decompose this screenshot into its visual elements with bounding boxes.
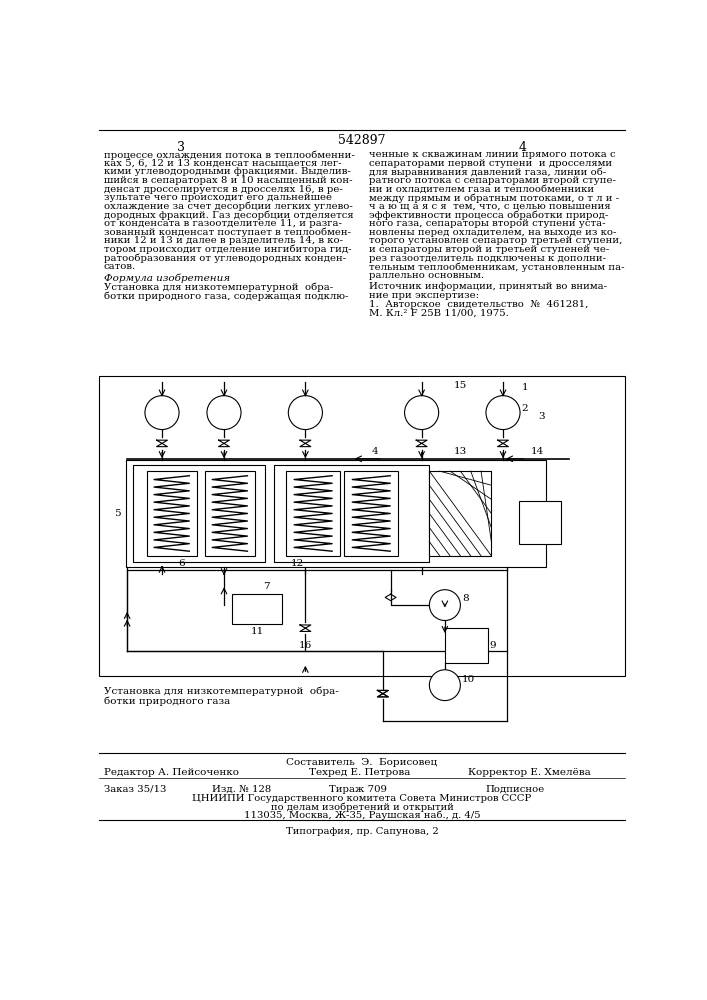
Text: процессе охлаждения потока в теплообменни-: процессе охлаждения потока в теплообменн…	[104, 150, 355, 160]
Text: охлаждение за счет десорбции легких углево-: охлаждение за счет десорбции легких угле…	[104, 202, 353, 211]
Text: ченные к скважинам линии прямого потока с: ченные к скважинам линии прямого потока …	[369, 150, 616, 159]
Text: Тираж 709: Тираж 709	[329, 785, 387, 794]
Text: Формула изобретения: Формула изобретения	[104, 274, 230, 283]
Bar	[445, 628, 488, 663]
Text: 113035, Москва, Ж-35, Раушская наб., д. 4/5: 113035, Москва, Ж-35, Раушская наб., д. …	[244, 811, 480, 820]
Text: 1.  Авторское  свидетельство  №  461281,: 1. Авторское свидетельство № 461281,	[369, 300, 588, 309]
Text: 16: 16	[299, 641, 312, 650]
Text: Составитель  Э.  Борисовец: Составитель Э. Борисовец	[286, 758, 438, 767]
Text: 11: 11	[250, 627, 264, 636]
Bar	[204, 471, 255, 556]
Text: по делам изобретений и открытий: по делам изобретений и открытий	[271, 802, 453, 812]
Text: ратообразования от углеводородных конден-: ратообразования от углеводородных конден…	[104, 254, 346, 263]
Text: ЦНИИПИ Государственного комитета Совета Министров СССР: ЦНИИПИ Государственного комитета Совета …	[192, 794, 532, 803]
Text: Установка для низкотемпературной  обра-: Установка для низкотемпературной обра-	[104, 282, 333, 292]
Text: Источник информации, принятый во внима-: Источник информации, принятый во внима-	[369, 282, 607, 291]
Text: 4: 4	[372, 447, 378, 456]
Text: М. Кл.² F 25B 11/00, 1975.: М. Кл.² F 25B 11/00, 1975.	[369, 308, 509, 317]
Circle shape	[429, 590, 460, 620]
Bar	[232, 594, 282, 624]
Text: Заказ 35/13: Заказ 35/13	[104, 785, 166, 794]
Text: 4: 4	[518, 141, 527, 154]
Text: 3: 3	[538, 412, 544, 421]
Text: раллельно основным.: раллельно основным.	[369, 271, 484, 280]
Text: Установка для низкотемпературной  обра-: Установка для низкотемпературной обра-	[104, 687, 339, 696]
Text: дородных фракций. Газ десорбции отделяется: дородных фракций. Газ десорбции отделяет…	[104, 210, 354, 220]
Text: 6: 6	[178, 559, 185, 568]
Circle shape	[404, 396, 438, 430]
Text: 9: 9	[489, 641, 496, 650]
Text: шийся в сепараторах 8 и 10 насыщенный кон-: шийся в сепараторах 8 и 10 насыщенный ко…	[104, 176, 352, 185]
Text: кими углеводородными фракциями. Выделив-: кими углеводородными фракциями. Выделив-	[104, 167, 351, 176]
Text: Типография, пр. Сапунова, 2: Типография, пр. Сапунова, 2	[286, 827, 438, 836]
Text: от конденсата в газоотделителе 11, и разга-: от конденсата в газоотделителе 11, и раз…	[104, 219, 341, 228]
Text: тором происходит отделение ингибитора гид-: тором происходит отделение ингибитора ги…	[104, 245, 351, 254]
Bar	[286, 471, 340, 556]
Text: для выравнивания давлений газа, линии об-: для выравнивания давлений газа, линии об…	[369, 167, 606, 177]
Text: 12: 12	[291, 559, 304, 568]
Text: Корректор Е. Хмелёва: Корректор Е. Хмелёва	[468, 768, 591, 777]
Circle shape	[429, 670, 460, 701]
Text: 8: 8	[462, 594, 469, 603]
Text: ках 5, 6, 12 и 13 конденсат насыщается лег-: ках 5, 6, 12 и 13 конденсат насыщается л…	[104, 159, 341, 168]
Bar	[134, 465, 265, 562]
Text: ного газа, сепараторы второй ступени уста-: ного газа, сепараторы второй ступени уст…	[369, 219, 605, 228]
Circle shape	[145, 396, 179, 430]
Bar	[99, 376, 626, 676]
Text: ч а ю щ а я с я  тем, что, с целью повышения: ч а ю щ а я с я тем, что, с целью повыше…	[369, 202, 611, 211]
Bar	[274, 465, 429, 562]
Text: Редактор А. Пейсоченко: Редактор А. Пейсоченко	[104, 768, 239, 777]
Text: 14: 14	[531, 447, 544, 456]
Bar	[518, 501, 561, 544]
Text: сатов.: сатов.	[104, 262, 136, 271]
Text: зованный конденсат поступает в теплообмен-: зованный конденсат поступает в теплообме…	[104, 228, 351, 237]
Text: эффективности процесса обработки природ-: эффективности процесса обработки природ-	[369, 210, 608, 220]
Text: между прямым и обратным потоками, о т л и -: между прямым и обратным потоками, о т л …	[369, 193, 619, 203]
Bar	[126, 460, 546, 567]
Text: тельным теплообменникам, установленным па-: тельным теплообменникам, установленным п…	[369, 262, 624, 272]
Text: ники 12 и 13 и далее в разделитель 14, в ко-: ники 12 и 13 и далее в разделитель 14, в…	[104, 236, 343, 245]
Text: торого установлен сепаратор третьей ступени,: торого установлен сепаратор третьей ступ…	[369, 236, 622, 245]
Text: Изд. № 128: Изд. № 128	[212, 785, 271, 794]
Circle shape	[486, 396, 520, 430]
Circle shape	[288, 396, 322, 430]
Text: денсат дросселируется в дросселях 16, в ре-: денсат дросселируется в дросселях 16, в …	[104, 185, 343, 194]
Text: Подписное: Подписное	[485, 785, 544, 794]
Bar	[429, 471, 491, 556]
Text: 1: 1	[522, 383, 528, 392]
Text: новлены перед охладителем, на выходе из ко-: новлены перед охладителем, на выходе из …	[369, 228, 617, 237]
Text: 3: 3	[177, 141, 185, 154]
Text: рез газоотделитель подключены к дополни-: рез газоотделитель подключены к дополни-	[369, 254, 606, 263]
Text: Техред Е. Петрова: Техред Е. Петрова	[309, 768, 411, 777]
Text: 542897: 542897	[338, 134, 386, 147]
Text: зультате чего происходит его дальнейшее: зультате чего происходит его дальнейшее	[104, 193, 332, 202]
Bar	[146, 471, 197, 556]
Text: ботки природного газа, содержащая подклю-: ботки природного газа, содержащая подклю…	[104, 291, 349, 301]
Text: 15: 15	[454, 380, 467, 389]
Bar	[344, 471, 398, 556]
Text: ни и охладителем газа и теплообменники: ни и охладителем газа и теплообменники	[369, 185, 594, 194]
Text: 10: 10	[462, 675, 475, 684]
Text: и сепараторы второй и третьей ступеней че-: и сепараторы второй и третьей ступеней ч…	[369, 245, 609, 254]
Text: ратного потока с сепараторами второй ступе-: ратного потока с сепараторами второй сту…	[369, 176, 616, 185]
Text: 7: 7	[263, 582, 270, 591]
Text: 5: 5	[115, 509, 121, 518]
Circle shape	[207, 396, 241, 430]
Text: 2: 2	[522, 404, 528, 413]
Text: ние при экспертизе:: ние при экспертизе:	[369, 291, 479, 300]
Text: 13: 13	[454, 447, 467, 456]
Text: ботки природного газа: ботки природного газа	[104, 697, 230, 706]
Text: сепараторами первой ступени  и дросселями: сепараторами первой ступени и дросселями	[369, 159, 612, 168]
